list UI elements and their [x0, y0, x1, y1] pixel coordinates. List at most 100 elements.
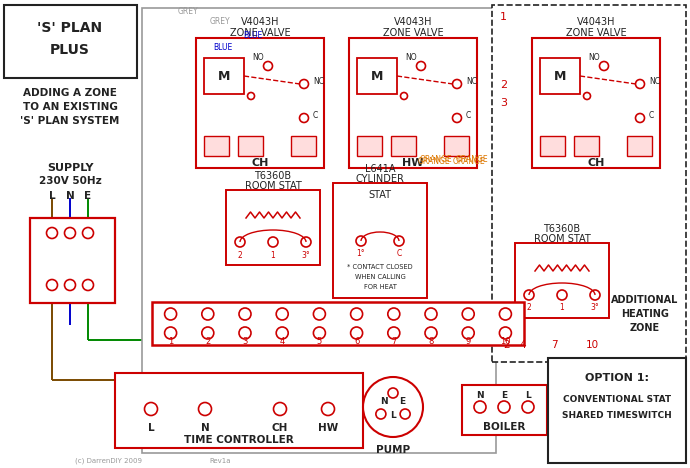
- Text: BLUE: BLUE: [243, 30, 262, 39]
- Bar: [574, 136, 599, 156]
- Circle shape: [584, 93, 591, 100]
- Text: M: M: [218, 70, 230, 82]
- Text: ORANGE: ORANGE: [455, 155, 489, 164]
- Text: BOILER: BOILER: [483, 422, 525, 432]
- Text: HW: HW: [402, 158, 424, 168]
- Bar: [540, 58, 580, 94]
- Text: N: N: [380, 397, 388, 407]
- Text: PUMP: PUMP: [376, 445, 410, 455]
- Circle shape: [46, 227, 57, 239]
- Text: E: E: [501, 390, 507, 400]
- Bar: [492, 5, 686, 362]
- Circle shape: [276, 308, 288, 320]
- Text: 10: 10: [500, 336, 511, 345]
- Text: 1: 1: [500, 12, 507, 22]
- Text: 2: 2: [500, 80, 507, 90]
- Text: ZONE VALVE: ZONE VALVE: [230, 28, 290, 38]
- Text: (c) DarrenDIY 2009: (c) DarrenDIY 2009: [75, 458, 142, 464]
- Circle shape: [356, 236, 366, 246]
- Text: * CONTACT CLOSED: * CONTACT CLOSED: [347, 264, 413, 270]
- Text: 2: 2: [205, 336, 210, 345]
- Circle shape: [524, 290, 534, 300]
- Text: 4: 4: [520, 340, 526, 350]
- Bar: [532, 38, 660, 168]
- Bar: [548, 358, 686, 463]
- Circle shape: [301, 237, 311, 247]
- Text: BLUE: BLUE: [213, 43, 233, 51]
- Text: T6360B: T6360B: [544, 224, 580, 234]
- Text: NO: NO: [405, 53, 417, 63]
- Circle shape: [299, 114, 308, 123]
- Circle shape: [557, 290, 567, 300]
- Bar: [226, 190, 320, 265]
- Text: L: L: [148, 423, 155, 433]
- Text: V4043H: V4043H: [394, 17, 432, 27]
- Circle shape: [46, 279, 57, 291]
- Text: WHEN CALLING: WHEN CALLING: [355, 274, 406, 280]
- Text: TO AN EXISTING: TO AN EXISTING: [23, 102, 117, 112]
- Text: E: E: [399, 397, 405, 407]
- Circle shape: [313, 327, 326, 339]
- Text: CH: CH: [587, 158, 604, 168]
- Text: NO: NO: [588, 53, 600, 63]
- Circle shape: [388, 308, 400, 320]
- Circle shape: [248, 93, 255, 100]
- Circle shape: [363, 377, 423, 437]
- Text: 7: 7: [391, 336, 397, 345]
- Text: SUPPLY: SUPPLY: [47, 163, 93, 173]
- Circle shape: [83, 227, 94, 239]
- Text: L: L: [49, 191, 55, 201]
- Circle shape: [376, 409, 386, 419]
- Bar: [357, 136, 382, 156]
- Text: ADDING A ZONE: ADDING A ZONE: [23, 88, 117, 98]
- Circle shape: [400, 409, 410, 419]
- Circle shape: [498, 401, 510, 413]
- Circle shape: [64, 227, 75, 239]
- Text: 8: 8: [428, 336, 434, 345]
- Circle shape: [264, 61, 273, 71]
- Bar: [142, 8, 496, 453]
- Text: ZONE: ZONE: [630, 323, 660, 333]
- Text: ORANGE: ORANGE: [420, 155, 453, 164]
- Text: L641A: L641A: [365, 164, 395, 174]
- Text: STAT: STAT: [368, 190, 391, 200]
- Circle shape: [144, 402, 157, 416]
- Text: ZONE VALVE: ZONE VALVE: [383, 28, 443, 38]
- Circle shape: [590, 290, 600, 300]
- Text: C: C: [396, 249, 402, 258]
- Text: ROOM STAT: ROOM STAT: [533, 234, 591, 244]
- Circle shape: [462, 308, 474, 320]
- Circle shape: [273, 402, 286, 416]
- Circle shape: [500, 327, 511, 339]
- Text: C: C: [649, 111, 654, 120]
- Bar: [627, 136, 652, 156]
- Text: L: L: [390, 411, 396, 421]
- Circle shape: [313, 308, 326, 320]
- Circle shape: [235, 237, 245, 247]
- Text: CH: CH: [251, 158, 268, 168]
- Text: 4: 4: [279, 336, 285, 345]
- Circle shape: [165, 308, 177, 320]
- Bar: [291, 136, 316, 156]
- Text: GREY: GREY: [210, 17, 230, 27]
- Text: PLUS: PLUS: [50, 43, 90, 57]
- Text: N: N: [476, 390, 484, 400]
- Text: E: E: [84, 191, 92, 201]
- Text: T6360B: T6360B: [255, 171, 292, 181]
- Text: GREY: GREY: [178, 7, 199, 15]
- Circle shape: [239, 308, 251, 320]
- Circle shape: [453, 114, 462, 123]
- Text: 'S' PLAN: 'S' PLAN: [37, 21, 103, 35]
- Text: CYLINDER: CYLINDER: [355, 174, 404, 184]
- Circle shape: [453, 80, 462, 88]
- Text: 230V 50Hz: 230V 50Hz: [39, 176, 101, 186]
- Bar: [196, 38, 324, 168]
- Circle shape: [474, 401, 486, 413]
- Bar: [444, 136, 469, 156]
- Bar: [204, 136, 229, 156]
- Circle shape: [635, 80, 644, 88]
- Text: ORANGE: ORANGE: [453, 158, 485, 167]
- Text: NO: NO: [252, 53, 264, 63]
- Text: 3: 3: [242, 336, 248, 345]
- Text: 3°: 3°: [302, 250, 310, 259]
